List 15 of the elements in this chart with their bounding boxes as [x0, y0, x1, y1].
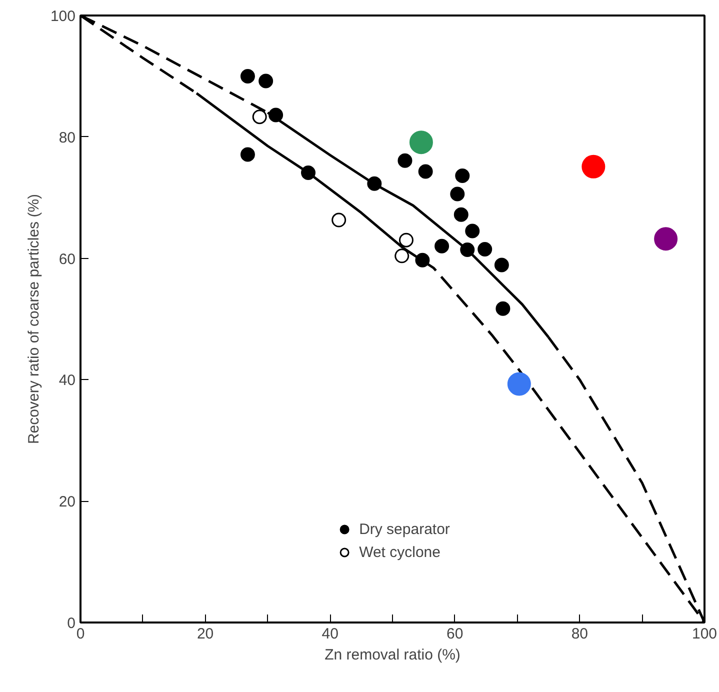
- legend-label: Dry separator: [359, 520, 450, 538]
- legend-label: Wet cyclone: [359, 544, 440, 560]
- y-tick-label: 40: [58, 372, 76, 390]
- x-tick-label: 100: [692, 626, 718, 642]
- y-axis-title: Recovery ratio of coarse particles (%): [25, 194, 42, 444]
- x-tick-label: 20: [196, 626, 214, 642]
- x-tick-label: 80: [571, 626, 588, 642]
- y-tick-label: 20: [58, 494, 76, 511]
- x-tick-label: 60: [446, 626, 464, 642]
- y-tick-label: 0: [67, 615, 76, 632]
- y-tick-label: 60: [58, 250, 76, 268]
- y-tick-label: 100: [50, 8, 76, 25]
- x-tick-label: 40: [322, 626, 338, 642]
- y-tick-label: 80: [58, 129, 76, 146]
- x-axis-title: Zn removal ratio (%): [324, 646, 460, 664]
